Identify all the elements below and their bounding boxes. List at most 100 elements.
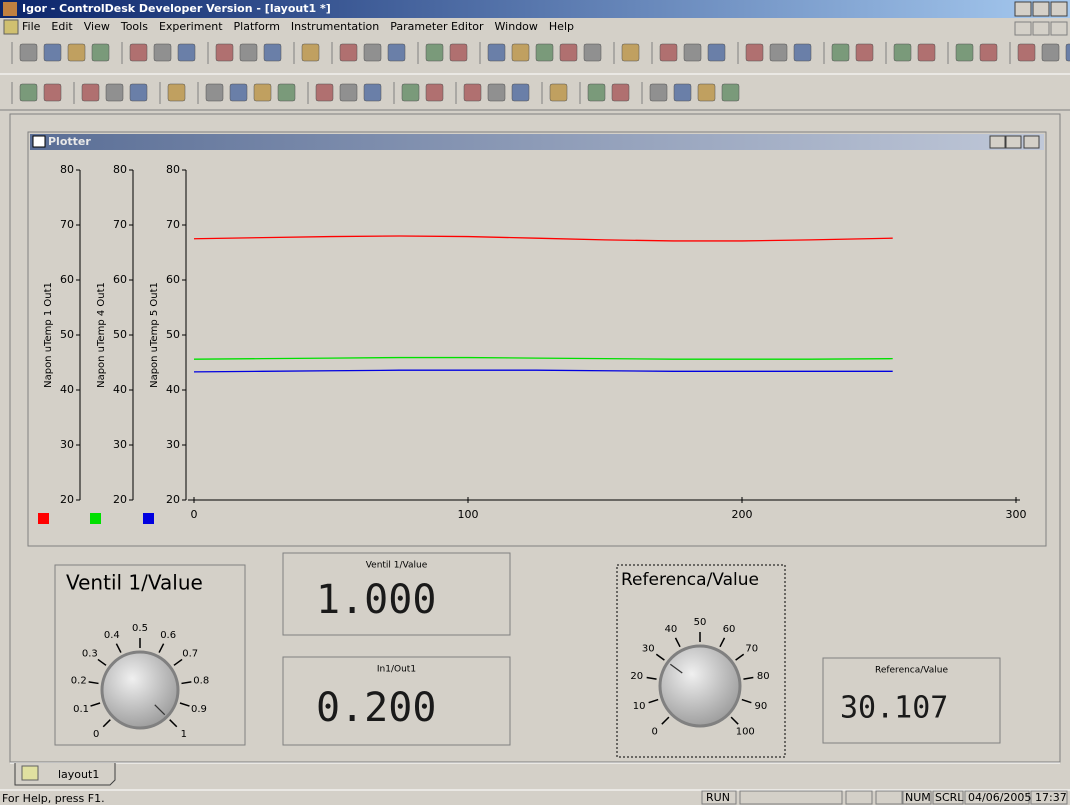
- display-value: 30.107: [840, 691, 948, 726]
- toolbar-button[interactable]: [264, 44, 281, 61]
- status-scrl: SCRL: [935, 791, 964, 804]
- toolbar-button[interactable]: [388, 44, 405, 61]
- knob-tick-label: 90: [755, 701, 768, 712]
- y-tick-label: 70: [166, 218, 180, 231]
- toolbar-button[interactable]: [402, 84, 419, 101]
- toolbar-button[interactable]: [20, 84, 37, 101]
- toolbar-button[interactable]: [622, 44, 639, 61]
- menu-item[interactable]: Tools: [120, 20, 148, 33]
- toolbar-button[interactable]: [856, 44, 873, 61]
- toolbar-button[interactable]: [550, 84, 567, 101]
- toolbar-button[interactable]: [956, 44, 973, 61]
- child-close[interactable]: [1051, 22, 1067, 35]
- toolbar-button[interactable]: [44, 44, 61, 61]
- toolbar-button[interactable]: [426, 84, 443, 101]
- toolbar-button[interactable]: [536, 44, 553, 61]
- menu-item[interactable]: Instrumentation: [291, 20, 379, 33]
- status-time: 17:37: [1035, 791, 1067, 804]
- toolbar-button[interactable]: [488, 44, 505, 61]
- menu-item[interactable]: File: [22, 20, 41, 33]
- knob-tick-label: 30: [642, 643, 655, 654]
- toolbar-button[interactable]: [660, 44, 677, 61]
- toolbar-button[interactable]: [1042, 44, 1059, 61]
- knob-tick-label: 0: [652, 726, 658, 737]
- y-tick-label: 20: [166, 493, 180, 506]
- y-tick-label: 30: [113, 438, 127, 451]
- plotter-close[interactable]: [1024, 136, 1039, 148]
- toolbar-button[interactable]: [154, 44, 171, 61]
- toolbar-button[interactable]: [92, 44, 109, 61]
- menu-icon: [4, 20, 18, 34]
- toolbar-button[interactable]: [130, 44, 147, 61]
- toolbar-button[interactable]: [512, 84, 529, 101]
- toolbar-button[interactable]: [216, 44, 233, 61]
- toolbar-button[interactable]: [832, 44, 849, 61]
- knob-tick-label: 10: [633, 701, 646, 712]
- toolbar-button[interactable]: [340, 44, 357, 61]
- menu-item[interactable]: Window: [495, 20, 538, 33]
- toolbar-button[interactable]: [278, 84, 295, 101]
- toolbar-button[interactable]: [316, 84, 333, 101]
- toolbar-button[interactable]: [240, 44, 257, 61]
- toolbar-button[interactable]: [488, 84, 505, 101]
- toolbar-button[interactable]: [178, 44, 195, 61]
- knob[interactable]: [660, 646, 740, 726]
- toolbar-button[interactable]: [918, 44, 935, 61]
- toolbar-button[interactable]: [464, 84, 481, 101]
- knob-tick-label: 50: [694, 617, 707, 628]
- toolbar-button[interactable]: [894, 44, 911, 61]
- toolbar-button[interactable]: [130, 84, 147, 101]
- toolbar-button[interactable]: [302, 44, 319, 61]
- toolbar-button[interactable]: [770, 44, 787, 61]
- toolbar-button[interactable]: [980, 44, 997, 61]
- toolbar-button[interactable]: [206, 84, 223, 101]
- toolbar-button[interactable]: [82, 84, 99, 101]
- toolbar-button[interactable]: [168, 84, 185, 101]
- toolbar-button[interactable]: [674, 84, 691, 101]
- child-minimize[interactable]: [1015, 22, 1031, 35]
- maximize-button[interactable]: [1033, 2, 1049, 16]
- toolbar-button[interactable]: [230, 84, 247, 101]
- toolbar-button[interactable]: [512, 44, 529, 61]
- tab-icon: [22, 766, 38, 780]
- toolbar-button[interactable]: [364, 44, 381, 61]
- menu-item[interactable]: Experiment: [159, 20, 223, 33]
- knob[interactable]: [102, 652, 178, 728]
- toolbar-button[interactable]: [560, 44, 577, 61]
- toolbar-button[interactable]: [650, 84, 667, 101]
- toolbar-button[interactable]: [722, 84, 739, 101]
- display-title: Referenca/Value: [875, 666, 949, 676]
- knob-tick-label: 0.6: [160, 630, 176, 641]
- plotter-maximize[interactable]: [1006, 136, 1021, 148]
- toolbar-button[interactable]: [794, 44, 811, 61]
- child-restore[interactable]: [1033, 22, 1049, 35]
- toolbar-button[interactable]: [1018, 44, 1035, 61]
- menu-item[interactable]: Edit: [51, 20, 73, 33]
- tab-label[interactable]: layout1: [58, 768, 99, 781]
- toolbar-button[interactable]: [708, 44, 725, 61]
- toolbar-button[interactable]: [44, 84, 61, 101]
- menu-item[interactable]: Help: [549, 20, 574, 33]
- y-tick-label: 80: [60, 163, 74, 176]
- minimize-button[interactable]: [1015, 2, 1031, 16]
- toolbar-button[interactable]: [426, 44, 443, 61]
- close-button[interactable]: [1051, 2, 1067, 16]
- toolbar-button[interactable]: [588, 84, 605, 101]
- toolbar-button[interactable]: [684, 44, 701, 61]
- menu-item[interactable]: Platform: [234, 20, 280, 33]
- toolbar-button[interactable]: [106, 84, 123, 101]
- toolbar-button[interactable]: [68, 44, 85, 61]
- toolbar-button[interactable]: [584, 44, 601, 61]
- toolbar-button[interactable]: [1066, 44, 1070, 61]
- toolbar-button[interactable]: [340, 84, 357, 101]
- toolbar-button[interactable]: [698, 84, 715, 101]
- toolbar-button[interactable]: [612, 84, 629, 101]
- plotter-minimize[interactable]: [990, 136, 1005, 148]
- toolbar-button[interactable]: [450, 44, 467, 61]
- menu-item[interactable]: Parameter Editor: [390, 20, 484, 33]
- menu-item[interactable]: View: [84, 20, 110, 33]
- toolbar-button[interactable]: [254, 84, 271, 101]
- toolbar-button[interactable]: [20, 44, 37, 61]
- toolbar-button[interactable]: [364, 84, 381, 101]
- toolbar-button[interactable]: [746, 44, 763, 61]
